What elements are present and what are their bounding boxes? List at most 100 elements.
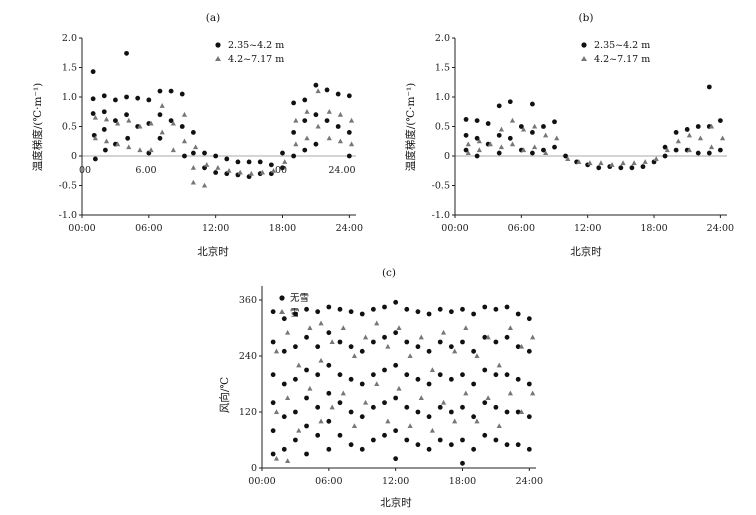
- panel-c-series-2-point: [363, 400, 368, 405]
- panel-a-y-tick-label: 1.5: [62, 63, 77, 74]
- panel-c-series-1-point: [449, 377, 454, 382]
- panel-a-series-1-point: [236, 160, 241, 165]
- panel-b-series-1-point: [464, 117, 469, 122]
- panel-a-series-2-point: [126, 144, 131, 149]
- panel-b-series-2-point: [510, 141, 515, 146]
- panel-a-series-1-point: [103, 148, 108, 153]
- panel-b-series-2-point: [598, 160, 603, 165]
- panel-b-legend: 2.35~4.2 m 4.2~7.17 m: [581, 40, 650, 65]
- panel-b-series-1-point: [530, 102, 535, 107]
- panel-c-series-1-point: [371, 405, 376, 410]
- panel-c-series-2-point: [296, 428, 301, 433]
- panel-a-series-2-point: [148, 147, 153, 152]
- panel-c-x-tick-label: 00:00: [248, 476, 275, 487]
- panel-c-series-1-point: [494, 372, 499, 377]
- panel-a-series-1-point: [213, 154, 218, 159]
- panel-a-series-2-point: [304, 136, 309, 141]
- panel-a-series-1-point: [113, 98, 118, 103]
- panel-a-inner-tick-1: 00: [79, 165, 91, 176]
- panel-c-ylabel: 风向/℃: [218, 377, 231, 414]
- panel-c-series-1-point: [404, 405, 409, 410]
- panel-c-series-1-point: [349, 410, 354, 415]
- panel-b-series-1-point: [497, 103, 502, 108]
- panel-b-y-tick-label: 2.0: [435, 33, 450, 44]
- figure-canvas: (a) 北京时 温度梯度/(℃·m⁻¹) -1.0-0.500.51.01.52…: [0, 0, 756, 515]
- panel-c-series-2-point: [508, 391, 513, 396]
- panel-b-series-2-point: [654, 156, 659, 161]
- panel-a-inner-tick-3: 00: [275, 165, 287, 176]
- panel-c-y-tick-label: 360: [239, 295, 257, 306]
- panel-a: (a) 北京时 温度梯度/(℃·m⁻¹) -1.0-0.500.51.01.52…: [31, 12, 363, 258]
- panel-b-series-2-point: [709, 144, 714, 149]
- panel-a-series-1-point: [314, 142, 319, 147]
- panel-c-series-1-point: [505, 410, 510, 415]
- panel-b-y-tick-label: 1.5: [435, 63, 450, 74]
- panel-c-series-2-point: [341, 391, 346, 396]
- panel-c-series-1-point: [449, 344, 454, 349]
- panel-b-series-2-point: [632, 160, 637, 165]
- panel-a-legend-label-2: 4.2~7.17 m: [228, 54, 284, 65]
- panel-c-series-1-point: [404, 372, 409, 377]
- panel-c-series-1-point: [494, 340, 499, 345]
- panel-c-series-1-point: [527, 316, 532, 321]
- panel-a-series-1-point: [314, 83, 319, 88]
- panel-a-series-1-point: [325, 118, 330, 123]
- panel-c-series-1-point: [416, 410, 421, 415]
- panel-c-series-2-point: [318, 358, 323, 363]
- panel-c-series-2-point: [352, 353, 357, 358]
- panel-b-series-1-point: [696, 124, 701, 129]
- panel-c-series-1-point: [304, 368, 309, 373]
- panel-b-marks: [464, 85, 726, 171]
- panel-c-series-2-point: [530, 335, 535, 340]
- panel-c-series-2-point: [419, 335, 424, 340]
- panel-c-series-1-point: [349, 442, 354, 447]
- panel-a-series-1-point: [158, 136, 163, 141]
- panel-a-series-2-point: [137, 147, 142, 152]
- panel-a-series-2-point: [191, 180, 196, 185]
- panel-c-series-2-point: [474, 353, 479, 358]
- panel-a-series-2-point: [338, 138, 343, 143]
- panel-a-series-1-point: [314, 112, 319, 117]
- panel-c-series-1-point: [393, 330, 398, 335]
- panel-c-series-1-point: [282, 382, 287, 387]
- panel-a-series-1-point: [258, 160, 263, 165]
- panel-a-series-1-point: [202, 151, 207, 156]
- panel-c-series-1-point: [505, 335, 510, 340]
- panel-a-y-tick-label: 2.0: [62, 33, 77, 44]
- panel-c-series-1-point: [349, 377, 354, 382]
- panel-a-series-2-point: [191, 165, 196, 170]
- panel-a-series-1-point: [291, 101, 296, 106]
- panel-a-ylabel: 温度梯度/(℃·m⁻¹): [31, 83, 44, 172]
- panel-c-series-1-point: [449, 309, 454, 314]
- panel-b: (b) 北京时 温度梯度/(℃·m⁻¹) -1.0-0.500.51.01.52…: [404, 12, 734, 258]
- panel-c-series-1-point: [482, 305, 487, 310]
- panel-c-series-2-point: [330, 405, 335, 410]
- panel-c-series-1-point: [438, 340, 443, 345]
- panel-c-legend-marker-1: [279, 295, 284, 300]
- panel-c-series-2-point: [497, 363, 502, 368]
- panel-b-y-tick-label: 1.0: [435, 92, 450, 103]
- panel-a-series-1-point: [102, 127, 107, 132]
- panel-c: (c) 北京时 风向/℃ 012024036000:00 06:00 12:00 18…: [218, 267, 543, 509]
- panel-a-series-1-point: [158, 89, 163, 94]
- panel-c-series-1-point: [293, 410, 298, 415]
- panel-b-y-tick-label: -0.5: [432, 181, 450, 192]
- panel-a-series-1-point: [213, 170, 218, 175]
- panel-a-series-1-point: [291, 130, 296, 135]
- panel-c-axes: 012024036000:00 06:00 12:00 18:00 24:00: [239, 286, 543, 487]
- panel-a-x-tick-label: 06:00: [135, 223, 162, 234]
- panel-c-legend-label-2: 雪: [290, 308, 300, 319]
- panel-c-series-1-point: [527, 447, 532, 452]
- panel-c-series-2-point: [441, 400, 446, 405]
- panel-b-series-1-point: [696, 151, 701, 156]
- panel-a-series-1-point: [102, 109, 107, 114]
- panel-c-series-1-point: [471, 414, 476, 419]
- panel-a-series-2-point: [327, 109, 332, 114]
- panel-c-series-1-point: [393, 300, 398, 305]
- panel-b-series-1-point: [541, 124, 546, 129]
- panel-a-x-tick-label: 00:00: [68, 223, 95, 234]
- panel-c-series-1-point: [438, 307, 443, 312]
- panel-c-series-1-point: [416, 442, 421, 447]
- panel-b-axes: -1.0 -0.5 0 0.5 1.0 1.5 2.0 00:00 06:00 12:00 18:0…: [432, 33, 734, 234]
- panel-a-series-1-point: [224, 157, 229, 162]
